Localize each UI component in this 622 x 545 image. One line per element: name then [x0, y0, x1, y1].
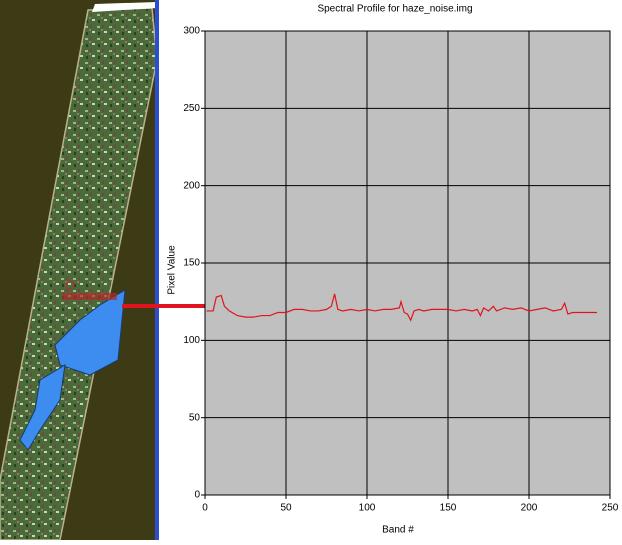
y-tick-label: 100	[183, 335, 200, 346]
x-tick-label: 250	[602, 503, 619, 514]
x-tick-label: 200	[521, 503, 538, 514]
y-tick-label: 300	[183, 26, 200, 37]
y-tick-label: 200	[183, 180, 200, 191]
x-tick-label: 50	[280, 503, 292, 514]
x-axis-label: Band #	[382, 525, 414, 536]
y-axis-label: Pixel Value	[167, 245, 178, 295]
y-tick-label: 0	[194, 490, 200, 501]
x-tick-label: 150	[440, 503, 457, 514]
screen: Spectral Profile for haze_noise.img Band…	[0, 0, 622, 540]
y-tick-label: 250	[183, 103, 200, 114]
x-tick-label: 0	[202, 503, 208, 514]
y-tick-label: 150	[183, 258, 200, 269]
x-tick-label: 100	[359, 503, 376, 514]
chart-title: Spectral Profile for haze_noise.img	[317, 4, 472, 15]
y-tick-label: 50	[189, 412, 201, 423]
